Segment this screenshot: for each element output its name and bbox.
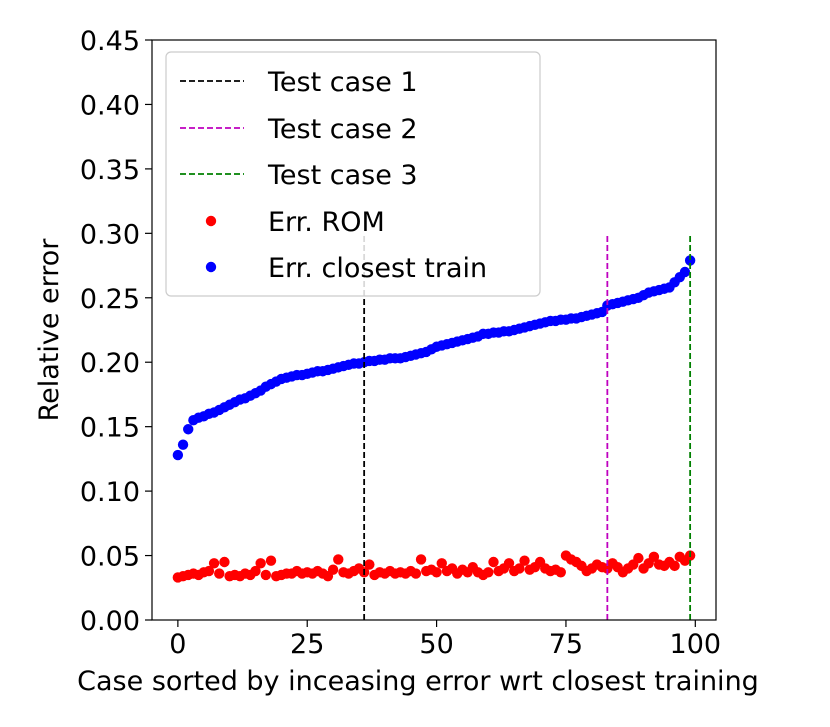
x-axis-label: Case sorted by inceasing error wrt close… [77, 666, 759, 697]
x-tick-label: 0 [169, 629, 186, 660]
x-tick-label: 25 [290, 629, 324, 660]
data-point [555, 567, 566, 578]
data-point [208, 558, 220, 569]
data-point [488, 556, 499, 568]
data-point [203, 565, 215, 577]
data-point [214, 568, 225, 579]
y-tick-label: 0.40 [80, 90, 140, 121]
plot-frame [151, 39, 717, 621]
data-point [679, 266, 691, 278]
legend-label: Err. closest train [268, 253, 487, 284]
data-point [255, 558, 266, 569]
data-point [503, 558, 515, 569]
legend-marker [205, 261, 217, 273]
y-tick-label: 0.35 [80, 155, 140, 186]
series-1 [172, 255, 696, 461]
data-point [514, 563, 525, 574]
y-tick-label: 0.30 [80, 219, 140, 250]
data-point [519, 555, 530, 566]
series-0 [172, 550, 696, 583]
data-point [333, 554, 344, 565]
legend: Test case 1 Test case 2 Test case 3 Err. RO… [165, 51, 541, 297]
legend-label: Test case 1 [267, 67, 418, 98]
y-tick-label: 0.15 [80, 413, 140, 444]
data-point [436, 558, 447, 569]
y-tick-label: 0.25 [80, 284, 140, 315]
legend-marker [205, 215, 217, 227]
data-point [265, 555, 277, 566]
legend-label: Test case 3 [267, 160, 418, 191]
y-axis: 0.00 0.05 0.10 0.15 0.20 0.25 0.30 0.35 0.40 0.45 [80, 26, 152, 637]
x-tick-label: 75 [549, 629, 583, 660]
legend-box [165, 51, 541, 297]
data-point [260, 569, 272, 581]
data-point [415, 554, 427, 565]
y-tick-label: 0.05 [80, 542, 140, 573]
y-tick-label: 0.10 [80, 477, 140, 508]
data-point [364, 559, 375, 570]
data-point [669, 560, 680, 572]
x-tick-label: 50 [419, 629, 453, 660]
data-point [327, 564, 339, 575]
data-point [219, 556, 230, 568]
chart-marks [172, 233, 696, 620]
y-tick-label: 0.00 [80, 606, 140, 637]
y-tick-label: 0.20 [80, 348, 140, 379]
data-point [183, 424, 194, 435]
legend-label: Test case 2 [267, 114, 418, 145]
data-point [250, 565, 261, 577]
data-point [431, 567, 442, 578]
data-point [177, 439, 189, 450]
data-point [648, 551, 660, 563]
data-point [684, 255, 696, 266]
data-point [483, 567, 494, 578]
data-point [633, 552, 644, 564]
legend-label: Err. ROM [268, 207, 385, 238]
y-tick-label: 0.45 [80, 26, 140, 57]
data-point [172, 449, 184, 461]
data-point [410, 568, 422, 579]
y-axis-label: Relative error [34, 238, 65, 422]
x-axis: 0 25 50 75 100 [169, 620, 721, 660]
x-tick-label: 100 [670, 629, 722, 660]
